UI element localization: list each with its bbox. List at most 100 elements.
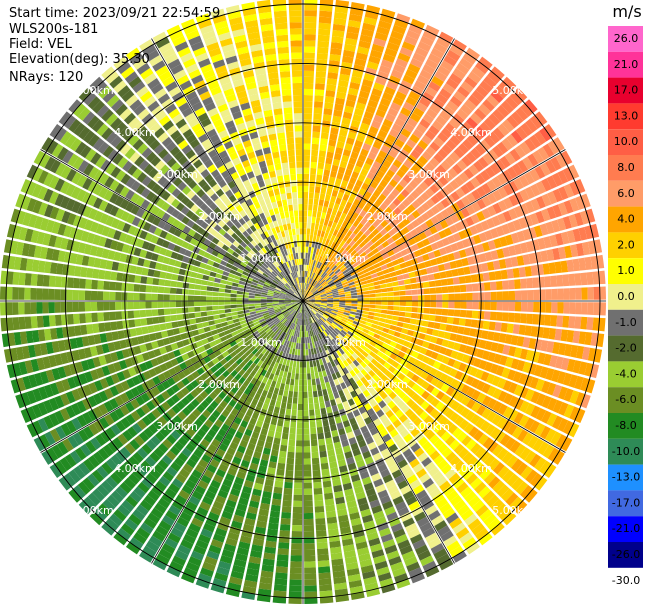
velocity-gate bbox=[585, 208, 596, 223]
velocity-gate bbox=[435, 256, 444, 265]
velocity-gate bbox=[312, 342, 316, 349]
velocity-gate bbox=[145, 309, 153, 317]
velocity-gate bbox=[418, 436, 429, 447]
velocity-gate bbox=[221, 510, 233, 520]
velocity-gate bbox=[355, 159, 365, 168]
velocity-gate bbox=[408, 567, 423, 578]
velocity-gate bbox=[308, 296, 315, 300]
velocity-gate bbox=[502, 301, 510, 311]
velocity-gate bbox=[290, 329, 294, 336]
velocity-gate bbox=[308, 301, 315, 304]
velocity-gate bbox=[406, 265, 415, 273]
velocity-gate bbox=[435, 308, 443, 315]
velocity-gate bbox=[272, 374, 279, 382]
velocity-gate bbox=[386, 287, 394, 292]
velocity-gate bbox=[444, 468, 457, 480]
velocity-gate bbox=[335, 0, 350, 8]
velocity-gate bbox=[199, 301, 207, 306]
velocity-gate bbox=[352, 184, 361, 193]
velocity-gate bbox=[209, 271, 217, 278]
velocity-gate bbox=[436, 37, 451, 49]
velocity-gate bbox=[365, 526, 377, 535]
velocity-gate bbox=[344, 406, 352, 414]
velocity-gate bbox=[318, 339, 323, 347]
velocity-gate bbox=[331, 121, 341, 129]
velocity-gate bbox=[330, 241, 337, 249]
velocity-gate bbox=[434, 70, 448, 82]
velocity-gate bbox=[280, 364, 286, 372]
velocity-gate bbox=[326, 306, 333, 309]
velocity-gate bbox=[405, 301, 413, 307]
velocity-gate bbox=[337, 324, 344, 330]
velocity-gate bbox=[358, 406, 367, 415]
velocity-gate bbox=[441, 355, 450, 365]
velocity-gate bbox=[271, 393, 278, 401]
velocity-gate bbox=[159, 271, 167, 279]
velocity-gate bbox=[326, 443, 334, 451]
velocity-gate bbox=[310, 336, 314, 343]
velocity-gate bbox=[387, 345, 395, 353]
velocity-gate bbox=[384, 378, 393, 387]
velocity-gate bbox=[450, 350, 459, 359]
velocity-gate bbox=[308, 303, 315, 307]
velocity-gate bbox=[523, 171, 535, 185]
velocity-gate bbox=[425, 208, 435, 218]
velocity-gate bbox=[501, 469, 515, 483]
velocity-gate bbox=[486, 410, 497, 423]
velocity-gate bbox=[428, 509, 441, 521]
velocity-gate bbox=[481, 182, 492, 195]
velocity-gate bbox=[188, 522, 201, 534]
velocity-gate bbox=[545, 159, 557, 174]
velocity-gate bbox=[587, 302, 594, 315]
velocity-gate bbox=[245, 409, 254, 418]
velocity-gate bbox=[310, 167, 317, 175]
velocity-gate bbox=[366, 131, 377, 141]
velocity-gate bbox=[165, 509, 178, 521]
velocity-gate bbox=[314, 402, 320, 410]
velocity-gate bbox=[387, 301, 394, 306]
velocity-gate bbox=[380, 59, 394, 69]
velocity-gate bbox=[347, 19, 362, 29]
velocity-gate bbox=[504, 437, 516, 450]
velocity-gate bbox=[372, 382, 380, 391]
velocity-gate bbox=[295, 373, 299, 380]
velocity-gate bbox=[492, 388, 502, 400]
velocity-gate bbox=[304, 28, 317, 35]
velocity-gate bbox=[326, 291, 333, 295]
velocity-gate bbox=[574, 178, 586, 194]
velocity-gate bbox=[331, 429, 339, 438]
velocity-gate bbox=[323, 231, 329, 239]
velocity-gate bbox=[487, 440, 499, 453]
velocity-gate bbox=[422, 91, 435, 103]
velocity-gate bbox=[389, 324, 397, 331]
velocity-gate bbox=[278, 413, 285, 421]
velocity-gate bbox=[465, 439, 477, 451]
velocity-gate bbox=[245, 474, 256, 483]
velocity-gate bbox=[489, 281, 497, 291]
velocity-gate bbox=[451, 268, 459, 277]
velocity-gate bbox=[303, 161, 310, 168]
velocity-gate bbox=[314, 304, 321, 308]
velocity-gate bbox=[361, 313, 369, 318]
velocity-gate bbox=[424, 129, 436, 141]
velocity-gate bbox=[418, 332, 426, 340]
velocity-gate bbox=[478, 359, 488, 370]
velocity-gate bbox=[291, 543, 302, 550]
velocity-gate bbox=[452, 360, 462, 370]
velocity-gate bbox=[312, 266, 316, 273]
velocity-gate bbox=[308, 246, 312, 254]
velocity-gate bbox=[281, 377, 287, 384]
velocity-gate bbox=[280, 438, 288, 446]
velocity-gate bbox=[236, 304, 243, 308]
velocity-gate bbox=[542, 444, 555, 459]
velocity-gate bbox=[380, 211, 389, 220]
velocity-gate bbox=[554, 356, 564, 369]
velocity-gate bbox=[151, 301, 158, 309]
velocity-gate bbox=[416, 74, 430, 86]
velocity-gate bbox=[352, 409, 361, 418]
velocity-gate bbox=[264, 371, 271, 379]
velocity-gate bbox=[496, 447, 509, 461]
velocity-gate bbox=[188, 283, 196, 290]
velocity-gate bbox=[425, 146, 437, 157]
velocity-gate bbox=[506, 268, 514, 279]
